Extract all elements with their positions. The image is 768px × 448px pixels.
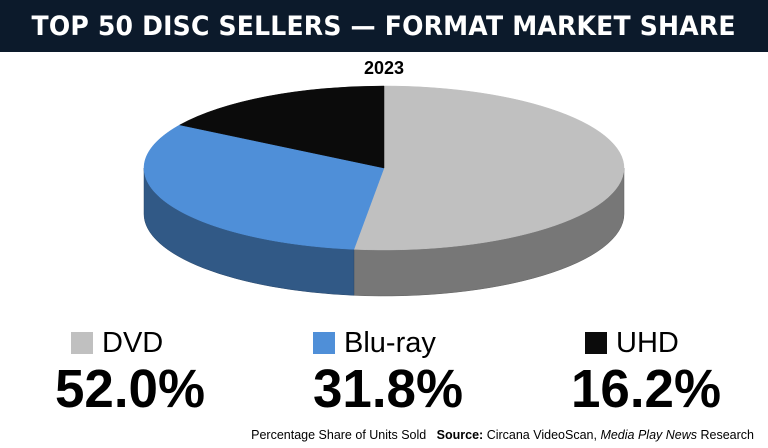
legend-label-uhd: UHD <box>616 326 679 359</box>
footer-note: Percentage Share of Units Sold Source: C… <box>251 428 754 442</box>
legend-item-dvd: DVD <box>71 326 164 359</box>
pie-slice-uhd <box>179 85 385 169</box>
title-bar: TOP 50 DISC SELLERS — FORMAT MARKET SHAR… <box>0 0 768 52</box>
pie-slice-bluray <box>143 124 385 250</box>
legend-label-bluray: Blu-ray <box>344 326 436 359</box>
footer-source-text: Circana VideoScan, <box>486 428 597 442</box>
legend-swatch-bluray <box>313 332 335 354</box>
footer-source-label: Source: <box>436 428 484 442</box>
legend-swatch-uhd <box>585 332 607 354</box>
chart-title: TOP 50 DISC SELLERS — FORMAT MARKET SHAR… <box>31 10 737 42</box>
pie-slice-dvd <box>353 85 625 251</box>
legend-label-dvd: DVD <box>102 326 164 359</box>
value-label-dvd: 52.0% <box>54 359 206 419</box>
legend-item-bluray: Blu-ray <box>313 326 436 359</box>
chart-year: 2023 <box>363 58 405 78</box>
value-label-bluray: 31.8% <box>312 359 464 419</box>
footer-research: Research <box>700 428 755 442</box>
value-label-uhd: 16.2% <box>570 359 722 419</box>
footer-publication: Media Play News <box>600 428 698 442</box>
legend-item-uhd: UHD <box>585 326 679 359</box>
legend-swatch-dvd <box>71 332 93 354</box>
footer-text: Percentage Share of Units Sold <box>251 428 427 442</box>
